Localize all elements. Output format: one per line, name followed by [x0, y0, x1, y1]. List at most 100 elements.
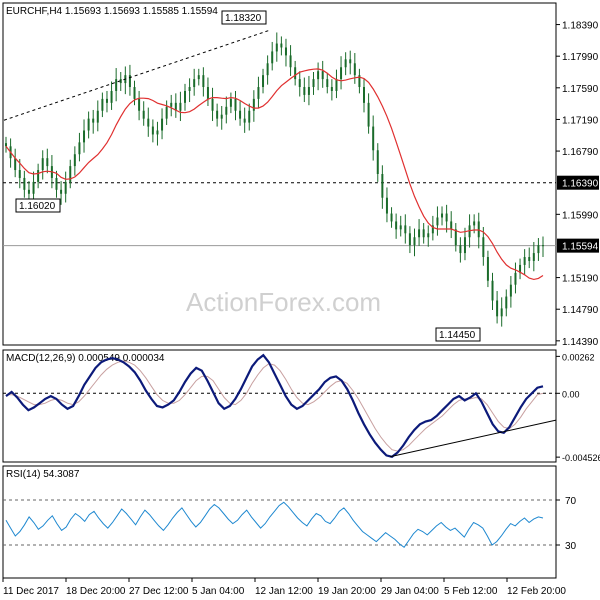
candle-body [5, 143, 7, 147]
level-marker-box [557, 238, 599, 253]
candle-body [197, 75, 200, 80]
candle-body [294, 67, 297, 80]
candle-body [133, 87, 136, 99]
candle-body [468, 225, 471, 238]
candle-body [83, 130, 86, 143]
candle-body [349, 59, 352, 64]
price-y-tick-label: 1.16790 [562, 147, 599, 158]
candle-body [381, 174, 384, 198]
macd-trendline [389, 419, 557, 458]
price-y-tick-label: 1.14790 [562, 305, 599, 316]
price-y-tick-label: 1.14390 [562, 337, 599, 348]
candle-body [110, 90, 113, 103]
candle-body [422, 229, 425, 238]
candle-body [18, 170, 21, 178]
candle-body [298, 79, 301, 88]
candle-body [335, 79, 338, 91]
x-tick-label: 27 Dec 12:00 [129, 586, 189, 597]
macd-signal-line [6, 360, 544, 452]
price-y-tick-label: 1.18390 [562, 21, 599, 32]
candle-body [441, 213, 444, 218]
price-panel-frame [2, 2, 557, 346]
candle-body [23, 177, 26, 190]
candle-body [344, 59, 347, 68]
candle-body [312, 79, 315, 88]
candle-body [284, 47, 287, 56]
candle-body [225, 106, 228, 115]
candle-body [220, 114, 223, 119]
candle-body [32, 181, 35, 194]
candle-body [234, 98, 237, 111]
level-marker-box [557, 175, 599, 190]
candle-body [514, 272, 517, 285]
price-layer: 1.16390 1.15594 1.18320 1.16020 1.14450 [3, 10, 599, 342]
candle-body [528, 257, 531, 261]
candle-body [105, 98, 108, 103]
candle-body [87, 118, 90, 131]
candle-body [477, 221, 480, 238]
candle-body [542, 245, 544, 247]
candle-body [243, 118, 246, 123]
price-annotation-label: 1.18320 [225, 13, 262, 24]
candle-body [326, 79, 329, 88]
candle-body [69, 166, 72, 182]
x-tick-label: 19 Jan 20:00 [318, 586, 376, 597]
candle-body [119, 79, 122, 84]
candle-body [353, 63, 356, 76]
candle-body [404, 225, 407, 234]
candle-body [532, 253, 535, 261]
macd-y-tick-label: -0.004526 [562, 453, 600, 463]
candle-body [161, 118, 164, 131]
rsi-panel-frame [2, 465, 557, 579]
candle-body [193, 79, 196, 88]
candle-body [523, 257, 526, 265]
candle-body [289, 55, 292, 68]
candle-body [473, 221, 476, 226]
price-y-tick-label: 1.17590 [562, 84, 599, 95]
candle-body [202, 75, 205, 88]
price-annotation-label: 1.16020 [19, 201, 56, 212]
candle-body [408, 233, 411, 246]
candle-body [229, 98, 232, 107]
candle-body [188, 87, 191, 91]
candle-body [206, 87, 209, 99]
rsi-y-tick-label: 70 [565, 496, 577, 507]
price-annotation-label: 1.14450 [439, 330, 476, 341]
candle-body [436, 217, 439, 226]
candle-body [211, 98, 214, 111]
candle-body [252, 98, 255, 111]
price-annotation-box [221, 10, 267, 25]
candle-body [454, 229, 457, 246]
rsi-layer [3, 499, 556, 549]
macd-layer [3, 353, 557, 458]
moving-average-line [5, 68, 544, 281]
candle-body [363, 87, 365, 103]
candle-body [271, 51, 274, 64]
candle-body [385, 197, 388, 214]
candle-body [395, 221, 398, 230]
macd-line [5, 353, 544, 458]
candle-body [431, 225, 434, 234]
x-tick-label: 12 Jan 12:00 [255, 586, 313, 597]
candle-body [317, 71, 320, 80]
candle-body [275, 43, 278, 52]
candle-body [55, 177, 58, 190]
candle-body [399, 225, 402, 230]
macd-y-tick-label: 0.00 [562, 389, 580, 399]
candle-body [537, 245, 540, 254]
rsi-y-tick-label: 30 [565, 541, 577, 552]
price-annotation-box [15, 198, 61, 213]
candle-body [450, 221, 453, 230]
candle-body [390, 213, 393, 222]
candle-body [179, 102, 182, 111]
candle-body [151, 126, 154, 135]
candle-body [445, 213, 448, 222]
candle-body [37, 170, 40, 182]
candle-body [413, 237, 416, 246]
candle-body [505, 296, 508, 309]
candle-body [266, 63, 269, 76]
axes-layer: 1.18390 1.17990 1.17590 1.17190 1.16790 1.159… [2, 21, 600, 597]
candle-body [358, 75, 361, 88]
candle-body [496, 300, 499, 317]
